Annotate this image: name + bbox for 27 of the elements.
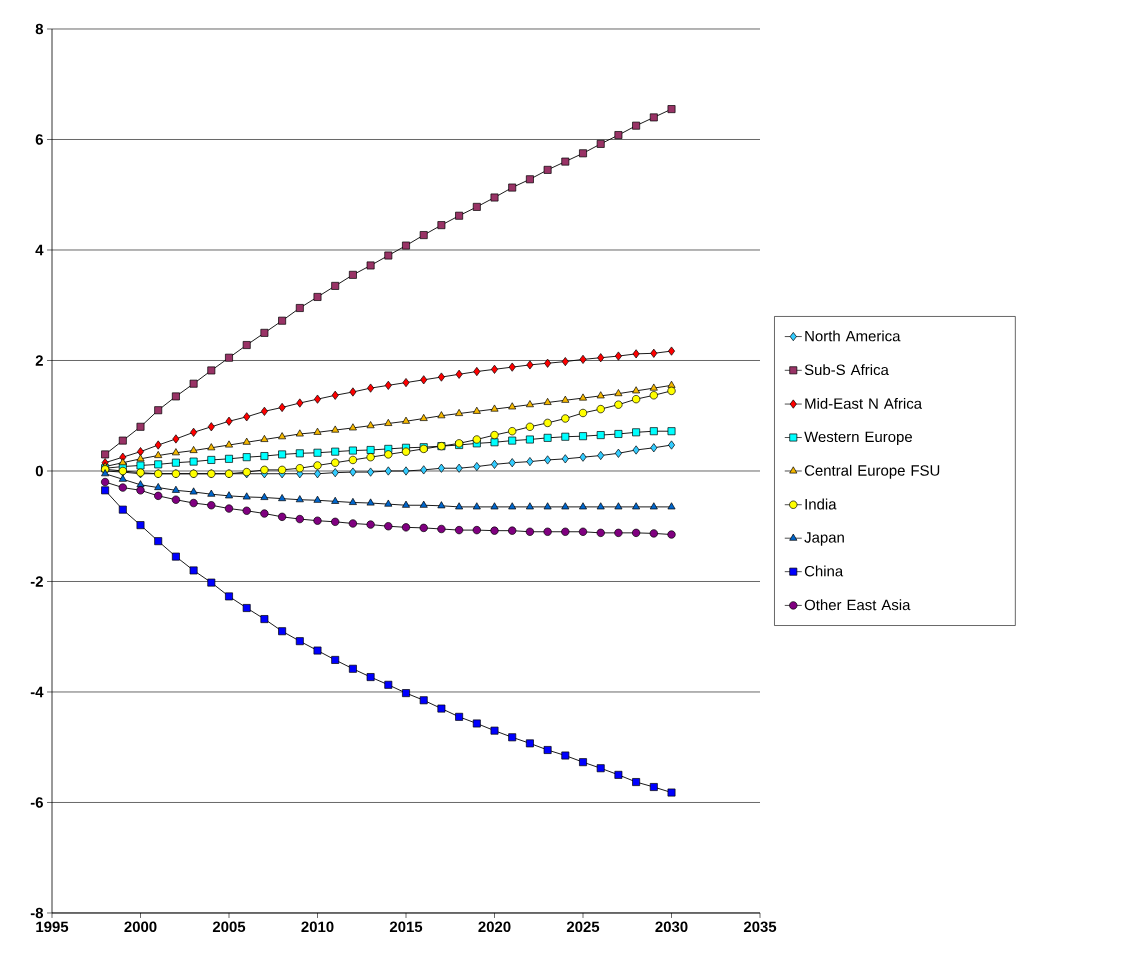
legend-label: Other East Asia [804, 599, 911, 611]
y-tick-label: 8 [35, 23, 44, 35]
legend-label: India [805, 498, 837, 510]
x-tick-label: 2015 [389, 921, 423, 933]
legend-label: Mid-East N Africa [805, 397, 923, 409]
x-tick-label: 2010 [301, 921, 334, 933]
x-tick-label: 2000 [124, 921, 157, 933]
y-tick-label: -6 [30, 797, 43, 808]
y-tick-label: 4 [35, 244, 44, 256]
legend-label: Sub-S Africa [804, 364, 889, 376]
legend-label: North America [805, 330, 901, 342]
legend-label: Western Europe [804, 431, 912, 446]
x-tick-label: 1995 [36, 921, 69, 933]
x-tick-label: 2030 [655, 921, 688, 933]
y-tick-label: 2 [35, 355, 43, 366]
x-tick-label: 2035 [743, 921, 777, 933]
y-tick-label: 0 [35, 465, 43, 477]
legend-label: China [804, 565, 844, 577]
legend-label: Japan [804, 532, 844, 546]
x-tick-label: 2005 [212, 921, 246, 933]
y-tick-label: -2 [30, 576, 43, 587]
x-tick-label: 2020 [478, 921, 511, 933]
y-tick-label: 6 [35, 134, 43, 145]
y-tick-label: -8 [30, 907, 44, 919]
legend-label: Central Europe FSU [804, 464, 940, 479]
y-tick-label: -4 [30, 686, 44, 698]
x-tick-label: 2025 [566, 921, 600, 933]
